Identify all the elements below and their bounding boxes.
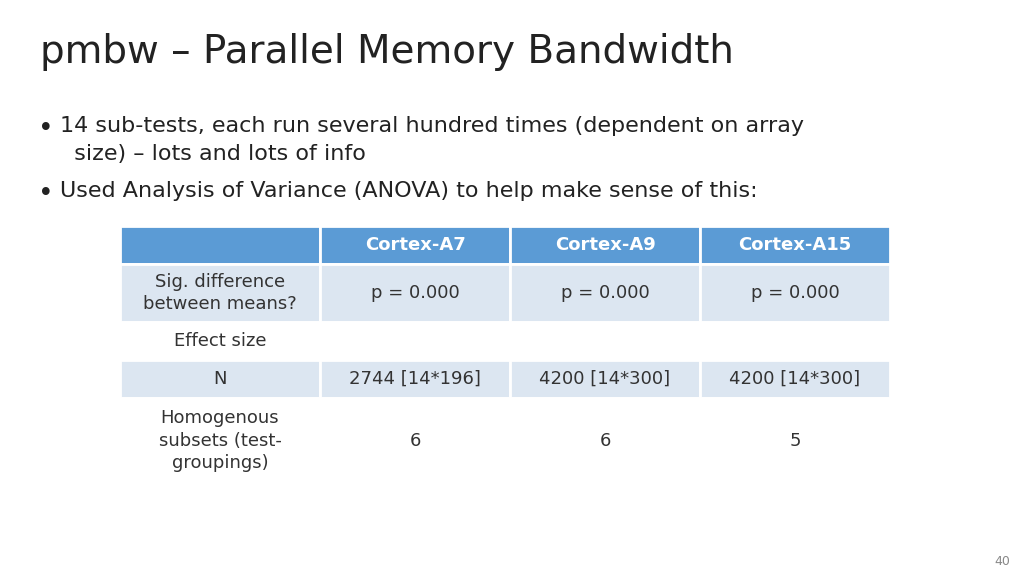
Text: Homogenous
subsets (test-
groupings): Homogenous subsets (test- groupings) bbox=[159, 410, 282, 472]
Text: p = 0.000: p = 0.000 bbox=[371, 284, 460, 302]
Text: pmbw – Parallel Memory Bandwidth: pmbw – Parallel Memory Bandwidth bbox=[40, 33, 734, 71]
Text: •: • bbox=[38, 181, 53, 207]
FancyBboxPatch shape bbox=[700, 264, 890, 322]
FancyBboxPatch shape bbox=[120, 360, 319, 398]
FancyBboxPatch shape bbox=[700, 360, 890, 398]
Text: p = 0.000: p = 0.000 bbox=[751, 284, 840, 302]
FancyBboxPatch shape bbox=[319, 226, 510, 264]
Text: Used Analysis of Variance (ANOVA) to help make sense of this:: Used Analysis of Variance (ANOVA) to hel… bbox=[60, 181, 758, 201]
Text: 14 sub-tests, each run several hundred times (dependent on array
  size) – lots : 14 sub-tests, each run several hundred t… bbox=[60, 116, 804, 164]
Text: 40: 40 bbox=[994, 555, 1010, 568]
FancyBboxPatch shape bbox=[700, 322, 890, 360]
FancyBboxPatch shape bbox=[510, 264, 700, 322]
Text: 2744 [14*196]: 2744 [14*196] bbox=[349, 370, 481, 388]
Text: p = 0.000: p = 0.000 bbox=[560, 284, 649, 302]
FancyBboxPatch shape bbox=[510, 398, 700, 483]
Text: Sig. difference
between means?: Sig. difference between means? bbox=[143, 273, 297, 313]
FancyBboxPatch shape bbox=[120, 226, 319, 264]
Text: N: N bbox=[213, 370, 226, 388]
FancyBboxPatch shape bbox=[120, 264, 319, 322]
FancyBboxPatch shape bbox=[700, 226, 890, 264]
Text: 6: 6 bbox=[410, 431, 421, 449]
FancyBboxPatch shape bbox=[319, 360, 510, 398]
FancyBboxPatch shape bbox=[319, 322, 510, 360]
Text: Cortex-A9: Cortex-A9 bbox=[555, 236, 655, 254]
FancyBboxPatch shape bbox=[510, 226, 700, 264]
Text: Effect size: Effect size bbox=[174, 332, 266, 350]
FancyBboxPatch shape bbox=[700, 398, 890, 483]
FancyBboxPatch shape bbox=[510, 322, 700, 360]
Text: 4200 [14*300]: 4200 [14*300] bbox=[540, 370, 671, 388]
Text: Cortex-A15: Cortex-A15 bbox=[738, 236, 852, 254]
Text: •: • bbox=[38, 116, 53, 142]
FancyBboxPatch shape bbox=[319, 264, 510, 322]
Text: 6: 6 bbox=[599, 431, 610, 449]
FancyBboxPatch shape bbox=[120, 398, 319, 483]
Text: Cortex-A7: Cortex-A7 bbox=[365, 236, 465, 254]
Text: 5: 5 bbox=[790, 431, 801, 449]
FancyBboxPatch shape bbox=[120, 322, 319, 360]
FancyBboxPatch shape bbox=[319, 398, 510, 483]
FancyBboxPatch shape bbox=[510, 360, 700, 398]
Text: 4200 [14*300]: 4200 [14*300] bbox=[729, 370, 860, 388]
